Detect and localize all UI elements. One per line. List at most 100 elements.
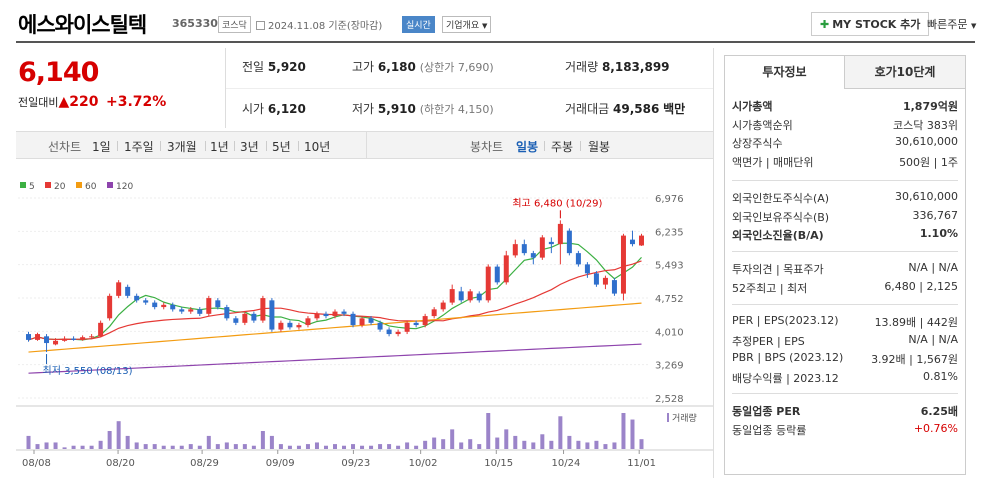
volume-bar: [260, 431, 265, 449]
row-divider: [732, 180, 958, 181]
y-tick-label: 6,976: [655, 194, 684, 205]
candle-body: [152, 302, 158, 308]
volume-bar: [585, 442, 590, 449]
candle-body: [512, 244, 518, 256]
candle-body: [89, 336, 95, 338]
info-row-value: 0.81%: [923, 369, 958, 383]
legend-swatch: [20, 182, 26, 188]
candle-body: [125, 286, 131, 296]
volume-legend-swatch: [667, 413, 669, 422]
candle-body: [467, 291, 473, 301]
volume-bar: [621, 413, 626, 449]
y-tick-label: 4,752: [655, 294, 684, 305]
volume-bar: [170, 445, 175, 449]
volume-bar: [314, 442, 319, 449]
candle-body: [188, 309, 194, 312]
diff-percent: +3.72%: [106, 94, 167, 110]
info-row-value: 13.89배 | 442원: [874, 316, 958, 329]
period-1y[interactable]: 1년: [210, 140, 229, 154]
candle-body: [377, 322, 383, 330]
info-row-label: 추정PER | EPS: [732, 334, 805, 348]
x-tick-label: 11/01: [627, 458, 656, 469]
price-change: 전일대비▲220 +3.72%: [18, 94, 166, 110]
candle-body: [620, 235, 626, 294]
candle-body: [296, 325, 302, 328]
info-row-value: 1.10%: [919, 227, 958, 240]
volume-bar: [441, 439, 446, 449]
annotation-low: 최저 3,550 (08/13): [43, 365, 133, 377]
period-3m[interactable]: 3개월: [167, 140, 197, 154]
quick-order-button[interactable]: 빠른주문 ▼: [927, 18, 977, 31]
prev-close: 전일 5,920: [242, 60, 306, 74]
divider: [225, 48, 226, 128]
info-row-label: PBR | BPS (2023.12): [732, 351, 844, 364]
stock-chart[interactable]: 5 20 60 120 6,976 6,235 5,493 4,752 4,010 3,269 2…: [0, 170, 715, 478]
volume-bar: [233, 444, 238, 449]
period-10y[interactable]: 10년: [304, 140, 331, 154]
candle-body: [494, 266, 500, 283]
mystock-add-button[interactable]: ✚ MY STOCK 추가: [811, 12, 930, 36]
info-row: PER | EPS(2023.12) 13.89배 | 442원: [732, 314, 958, 329]
candle-body: [431, 309, 437, 317]
candle-body: [359, 318, 365, 326]
candle-body: [233, 318, 239, 323]
volume-bar: [62, 447, 67, 449]
volume-bar: [26, 435, 31, 449]
company-overview-button[interactable]: 기업개요 ▼: [442, 16, 492, 33]
candle-weekly[interactable]: 주봉: [551, 140, 574, 154]
legend-label: 5: [29, 182, 35, 192]
candle-body: [386, 329, 392, 335]
tab-orderbook[interactable]: 호가10단계: [845, 56, 965, 89]
info-row-label: 액면가 | 매매단위: [732, 155, 814, 169]
chevron-down-icon: ▼: [482, 22, 488, 30]
volume-bar: [152, 444, 157, 449]
candle-body: [323, 313, 329, 317]
open-price: 시가 6,120: [242, 102, 306, 116]
volume-bar: [197, 445, 202, 449]
volume-bar: [287, 445, 292, 449]
period-5y[interactable]: 5년: [272, 140, 291, 154]
volume-bar: [333, 444, 337, 449]
info-row: 시가총액순위 코스닥 383위: [732, 117, 958, 133]
volume-bar: [558, 416, 563, 449]
candle-body: [215, 300, 221, 308]
candle-daily[interactable]: 일봉: [516, 140, 539, 154]
volume-bar: [360, 445, 365, 449]
info-row-label: 배당수익률 | 2023.12: [732, 371, 839, 385]
volume-bar: [612, 442, 617, 449]
volume-bar: [116, 421, 121, 449]
volume-bar: [134, 442, 139, 449]
candle-body: [566, 230, 572, 254]
info-row-value: 30,610,000: [895, 190, 958, 203]
candle-body: [449, 289, 455, 303]
info-row: 액면가 | 매매단위 500원 | 1주: [732, 154, 958, 170]
volume-bar: [224, 442, 229, 449]
info-row-label: 동일업종 등락률: [732, 423, 807, 437]
volume-bar: [513, 435, 518, 449]
info-row-label: 상장주식수: [732, 137, 783, 150]
volume-bar: [206, 435, 211, 449]
candle-body: [269, 300, 275, 330]
candle-body: [476, 293, 482, 301]
candle-body: [71, 338, 77, 340]
period-3y[interactable]: 3년: [240, 140, 259, 154]
x-tick-label: 09/23: [341, 458, 370, 469]
volume-bar: [369, 445, 374, 449]
tab-invest-info[interactable]: 투자정보: [725, 56, 845, 89]
invest-info-panel: 투자정보 호가10단계 시가총액 1,879억원 시가총액순위 코스닥 383위…: [724, 55, 966, 475]
volume-bar: [125, 435, 130, 449]
candle-monthly[interactable]: 월봉: [588, 140, 611, 154]
info-row: 동일업종 PER 6.25배: [732, 403, 958, 419]
volume-bar: [477, 444, 482, 449]
period-1w[interactable]: 1주일: [124, 140, 154, 154]
candle-body: [80, 337, 86, 340]
info-row-label: 52주최고 | 최저: [732, 281, 808, 295]
info-row: 시가총액 1,879억원: [732, 98, 958, 114]
x-tick-label: 09/09: [266, 458, 295, 469]
period-1d[interactable]: 1일: [92, 140, 111, 154]
realtime-button[interactable]: 실시간: [402, 16, 435, 33]
info-row-value: 3.92배 | 1,567원: [871, 353, 958, 366]
up-triangle-icon: ▲: [58, 94, 70, 110]
info-row-label: 외국인보유주식수(B): [732, 210, 830, 224]
candle-body: [611, 280, 617, 294]
